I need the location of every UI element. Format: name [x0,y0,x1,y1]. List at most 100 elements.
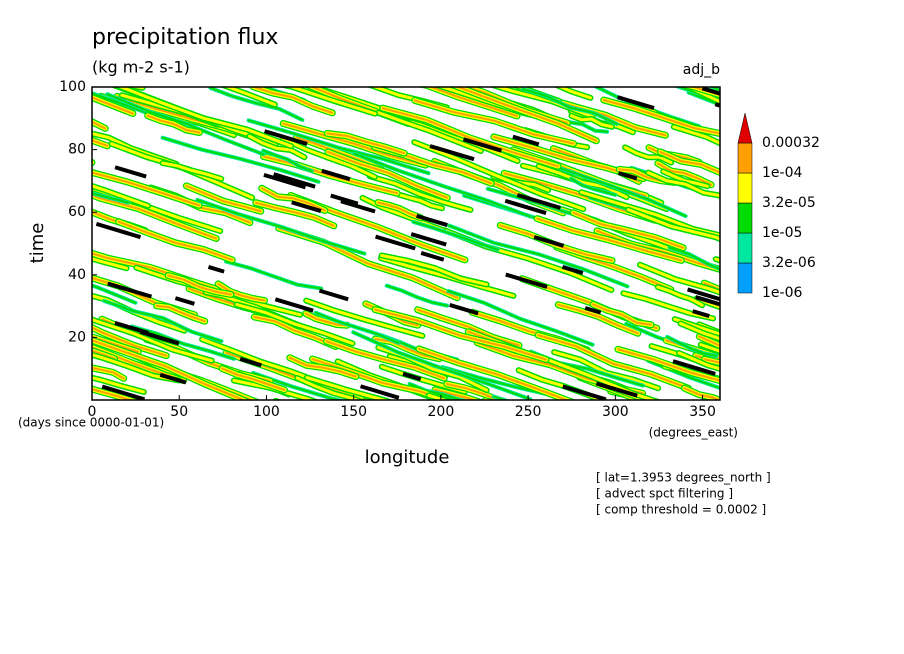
field-streak [217,282,266,302]
field-streak [92,284,137,304]
field-peak [695,295,720,307]
field-streak [92,171,201,207]
field-streak [285,87,377,116]
plot-frame [91,86,721,401]
field-streak [557,87,592,100]
field-peak [617,171,638,181]
colorbar-box [737,202,753,234]
field-peak [340,199,376,214]
y-tick-label: 40 [68,267,86,283]
chart-title: precipitation flux [92,25,278,50]
colorbar-label: 1e-04 [762,165,802,181]
field-streak [295,376,361,400]
field-peak [207,264,225,274]
field-peak [101,384,146,400]
field-streak [536,217,683,262]
field-streak [445,382,500,400]
field [92,87,720,400]
field-peak [374,234,416,251]
field-peak [402,371,422,382]
field-streak [694,297,720,309]
field-streak [522,88,619,126]
field-peak [429,144,475,162]
field-streak [661,169,709,188]
field-peak [416,213,448,227]
colorbar-box [737,262,753,294]
field-peak [504,198,547,215]
colorbar-box [737,172,753,204]
colorbar-box [737,232,753,264]
field-streak [683,87,720,104]
field-streak [374,308,548,361]
field-streak [232,379,316,400]
field-peak [692,309,710,319]
colorbar-label: 1e-05 [762,225,802,241]
field-streak [592,303,652,326]
field-peak [410,232,447,247]
field-streak [570,177,617,196]
field-streak [380,253,489,286]
field-peak [107,281,153,299]
field-streak [92,192,130,204]
field-streak [281,137,377,179]
field-streak [379,256,515,298]
field-peak [159,372,187,385]
field-peak [95,221,142,240]
field-streak [602,99,720,135]
field-peak [686,287,720,302]
field-peak [595,381,638,398]
field-streak [260,187,326,212]
field-streak [687,91,720,106]
field-peak [174,296,195,306]
field-peak [274,297,314,313]
field-streak [656,285,704,307]
field-streak [92,349,116,360]
field-streak [103,299,223,343]
field-peak [449,303,479,316]
field-peak [239,357,262,368]
field-peak [114,165,147,179]
field-streak [200,337,322,384]
field-streak [374,337,441,360]
x-tick-label: 150 [340,404,367,420]
field-streak [668,246,720,271]
field-streak [326,150,449,199]
field-streak [353,152,532,218]
field-streak [377,201,422,219]
field-streak [412,220,499,251]
field-streak [161,161,223,181]
field-streak [106,93,265,156]
field-peak [291,200,322,213]
field-streak [146,114,201,134]
y-tick-label: 20 [68,329,86,345]
field-peak [617,95,655,110]
field-peak [505,272,548,289]
field-streak [161,136,320,183]
y-units: (days since 0000-01-01) [18,416,164,430]
field-streak [92,193,218,240]
x-tick-label: 50 [170,404,188,420]
field-streak [677,351,720,371]
run-label: adj_b [683,62,720,78]
field-peak [672,359,716,376]
field-streak [92,317,214,363]
field-streak [455,87,598,142]
field-streak [433,388,477,400]
field-streak [417,347,570,400]
x-units: (degrees_east) [649,426,738,440]
field-streak [92,184,150,208]
field-peak [561,265,584,275]
field-streak [616,348,720,382]
field-streak [262,155,399,195]
x-tick-label: 0 [88,404,97,420]
field-streak [117,220,234,261]
field-peak [321,168,351,182]
field-streak [352,331,532,400]
field-peak [533,235,565,248]
x-tick-label: 250 [515,404,542,420]
colorbar-label: 0.00032 [762,135,820,151]
field-streak [326,132,406,155]
field-streak [376,111,483,153]
field-streak [253,315,337,348]
field-streak [659,150,720,174]
